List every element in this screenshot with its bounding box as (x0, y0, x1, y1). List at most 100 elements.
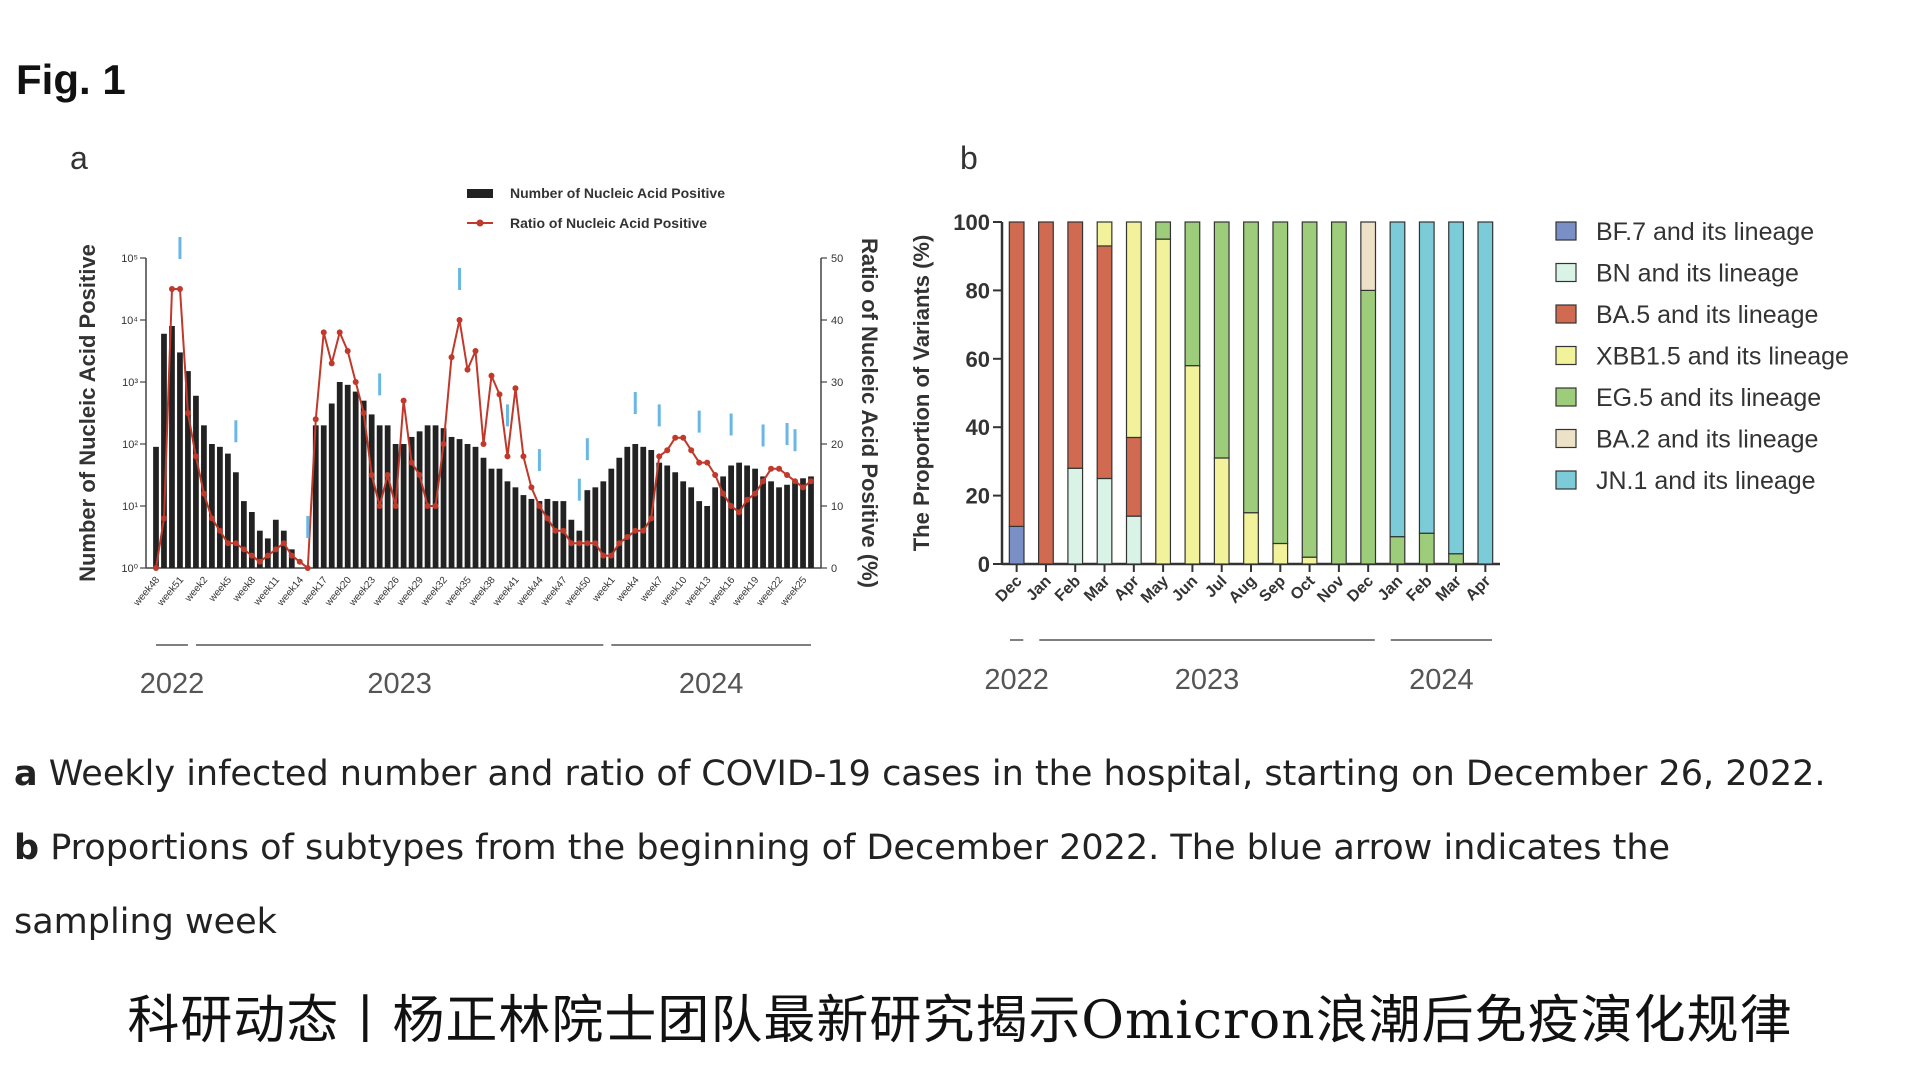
y2-tick-label-a: 50 (831, 253, 843, 265)
bar-a (800, 478, 806, 568)
bar-a (728, 465, 735, 568)
figure-label: Fig. 1 (16, 56, 126, 103)
ratio-point-a (520, 453, 527, 460)
bar-a (496, 468, 503, 568)
ratio-point-a (432, 503, 439, 509)
ratio-point-a (728, 503, 735, 509)
bar-a (185, 371, 191, 568)
stack-segment-b (1243, 512, 1259, 565)
y-tick-label-a: 10¹ (122, 501, 138, 513)
ratio-point-a (376, 503, 383, 509)
bar-a (752, 468, 758, 568)
legend-swatch-b (1555, 428, 1577, 449)
bar-a (664, 465, 671, 568)
bar-a (776, 487, 782, 568)
ratio-point-a (160, 515, 167, 522)
ratio-point-a (184, 410, 191, 416)
ratio-point-a (176, 286, 183, 292)
bar-a (784, 484, 790, 568)
ratio-point-a (576, 540, 583, 547)
ratio-point-a (304, 565, 311, 571)
ratio-point-a (280, 540, 287, 547)
ratio-point-a (336, 329, 343, 336)
bar-a (248, 512, 255, 568)
y-tick-label-b: 80 (966, 278, 990, 303)
bar-a (225, 453, 231, 568)
y-tick-label-a: 10² (122, 439, 138, 451)
ratio-point-a (208, 515, 215, 522)
caption-b-line2: sampling week (14, 902, 277, 942)
bar-a (720, 476, 727, 568)
caption-a-letter: a (14, 754, 38, 794)
bar-a (209, 444, 215, 568)
ratio-point-a (424, 503, 431, 509)
ratio-point-a (240, 546, 247, 553)
stack-segment-b (1184, 365, 1201, 565)
ratio-point-a (224, 540, 231, 547)
stack-segment-b (1243, 221, 1259, 514)
stack-segment-b (1272, 542, 1289, 565)
y2-axis-label-a: Ratio of Nucleic Acid Positive (%) (857, 238, 882, 588)
bar-a (177, 352, 183, 568)
ratio-point-a (504, 453, 511, 460)
stack-segment-b (1184, 221, 1201, 367)
stack-segment-b (1155, 238, 1172, 565)
ratio-point-a (616, 540, 623, 547)
ratio-point-a (552, 527, 559, 534)
ratio-point-a (296, 558, 303, 565)
ratio-point-a (264, 552, 271, 559)
bar-a (808, 476, 814, 568)
bar-a (704, 506, 711, 568)
ratio-point-a (800, 484, 807, 491)
x-tick-label-b: May (1138, 573, 1172, 607)
stack-segment-b (1389, 536, 1406, 565)
bar-a (352, 391, 359, 568)
ratio-point-a (272, 546, 279, 553)
bar-a (792, 481, 798, 568)
ratio-point-a (352, 379, 359, 385)
y-tick-label-a: 10⁰ (121, 563, 138, 575)
bar-a (640, 446, 647, 568)
bar-a (672, 472, 679, 568)
legend-swatch-b (1555, 387, 1577, 407)
caption-a-text: Weekly infected number and ratio of COVI… (37, 754, 1826, 794)
legend-label-line: Ratio of Nucleic Acid Positive (510, 215, 707, 231)
stack-segment-b (1038, 221, 1054, 565)
x-tick-label-b: Mar (1081, 573, 1113, 605)
legend-swatch-b (1555, 345, 1577, 366)
bar-a (512, 487, 519, 568)
ratio-point-a (344, 348, 351, 354)
bar-a (217, 446, 223, 568)
stack-segment-b (1125, 436, 1142, 517)
x-tick-label-b: Sep (1256, 573, 1289, 606)
bar-a (360, 400, 367, 568)
x-tick-label-b: Feb (1403, 573, 1435, 605)
bar-a (560, 501, 567, 568)
y-tick-label-b: 40 (966, 415, 990, 440)
bar-a (169, 326, 175, 568)
bar-a (552, 501, 559, 568)
bar-a (632, 444, 639, 568)
bar-a (416, 431, 423, 568)
ratio-point-a (672, 434, 679, 441)
caption-b: b Proportions of subtypes from the begin… (14, 828, 1670, 868)
ratio-point-a (608, 552, 615, 559)
y2-tick-label-a: 10 (831, 501, 843, 513)
ratio-point-a (776, 465, 783, 472)
bar-a (376, 425, 383, 568)
ratio-point-a (328, 360, 335, 367)
ratio-point-a (656, 453, 663, 460)
y2-tick-label-a: 40 (831, 315, 843, 327)
bar-a (432, 425, 439, 568)
bar-a (584, 490, 591, 568)
bar-a (600, 481, 607, 568)
bar-a (712, 487, 719, 568)
legend-label-b: JN.1 and its lineage (1596, 467, 1816, 495)
x-tick-label-b: Nov (1314, 573, 1347, 606)
bar-a (648, 450, 655, 568)
bar-a (328, 403, 335, 568)
stack-segment-b (1330, 221, 1347, 565)
y-tick-label-b: 60 (966, 347, 990, 372)
bar-a (736, 462, 742, 568)
ratio-point-a (392, 503, 399, 509)
